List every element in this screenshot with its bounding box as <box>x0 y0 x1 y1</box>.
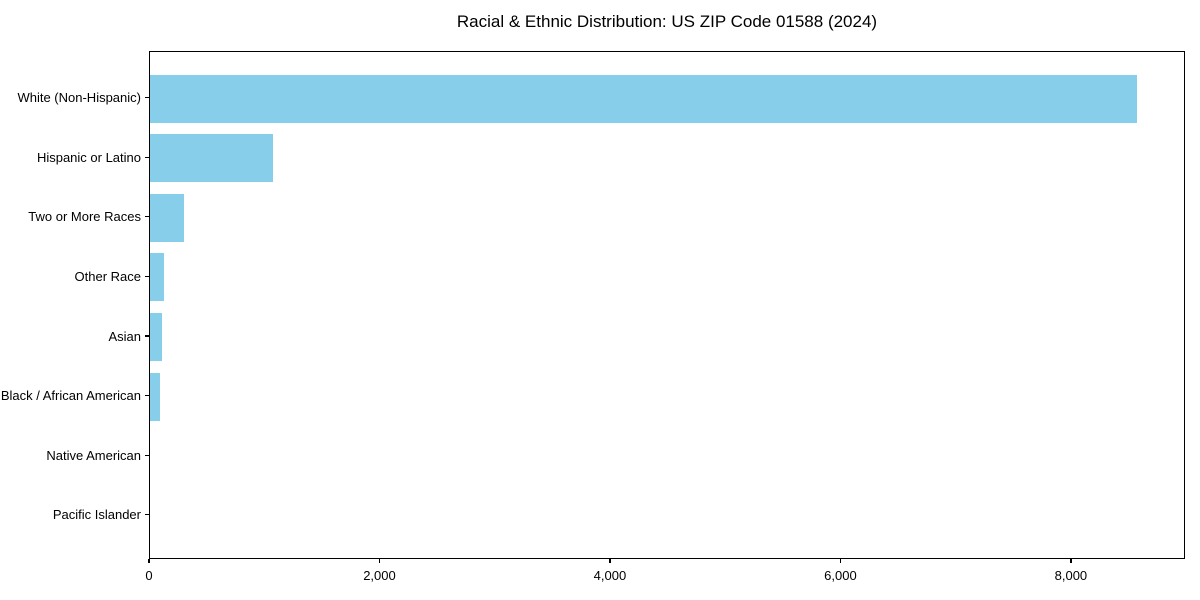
bar-hispanic-or-latino <box>150 134 273 183</box>
plot-area <box>149 51 1185 559</box>
y-tick <box>145 454 149 456</box>
x-tick <box>839 559 842 563</box>
category-label: Native American <box>46 447 141 463</box>
y-tick <box>145 335 149 337</box>
category-label: White (Non-Hispanic) <box>17 90 141 105</box>
x-tick-label: 6,000 <box>824 568 857 583</box>
y-tick <box>145 96 149 99</box>
x-tick <box>609 559 611 563</box>
y-tick <box>145 216 149 218</box>
bar-black-african-american <box>150 372 161 421</box>
category-label: Hispanic or Latino <box>36 149 141 165</box>
chart-title: Racial & Ethnic Distribution: US ZIP Cod… <box>456 12 878 31</box>
category-label: Black / African American <box>0 388 141 404</box>
x-tick-label: 2,000 <box>363 568 396 583</box>
bar-white-non-hispanic <box>150 74 1137 123</box>
category-label: Pacific Islander <box>52 507 141 523</box>
y-tick <box>145 514 149 516</box>
y-tick <box>145 156 149 158</box>
x-tick <box>148 559 150 563</box>
category-label: Two or More Races <box>28 209 141 225</box>
bar-two-or-more-races <box>150 193 185 242</box>
y-tick <box>145 275 149 277</box>
x-tick <box>378 559 381 563</box>
x-tick <box>1070 559 1072 563</box>
y-tick <box>145 395 149 397</box>
x-tick-label: 8,000 <box>1054 568 1088 583</box>
bar-asian <box>150 313 162 361</box>
x-tick-label: 4,000 <box>593 568 627 583</box>
x-tick-label: 0 <box>145 568 153 583</box>
category-label: Asian <box>108 328 141 344</box>
bar-other-race <box>150 253 164 302</box>
category-label: Other Race <box>74 268 141 284</box>
